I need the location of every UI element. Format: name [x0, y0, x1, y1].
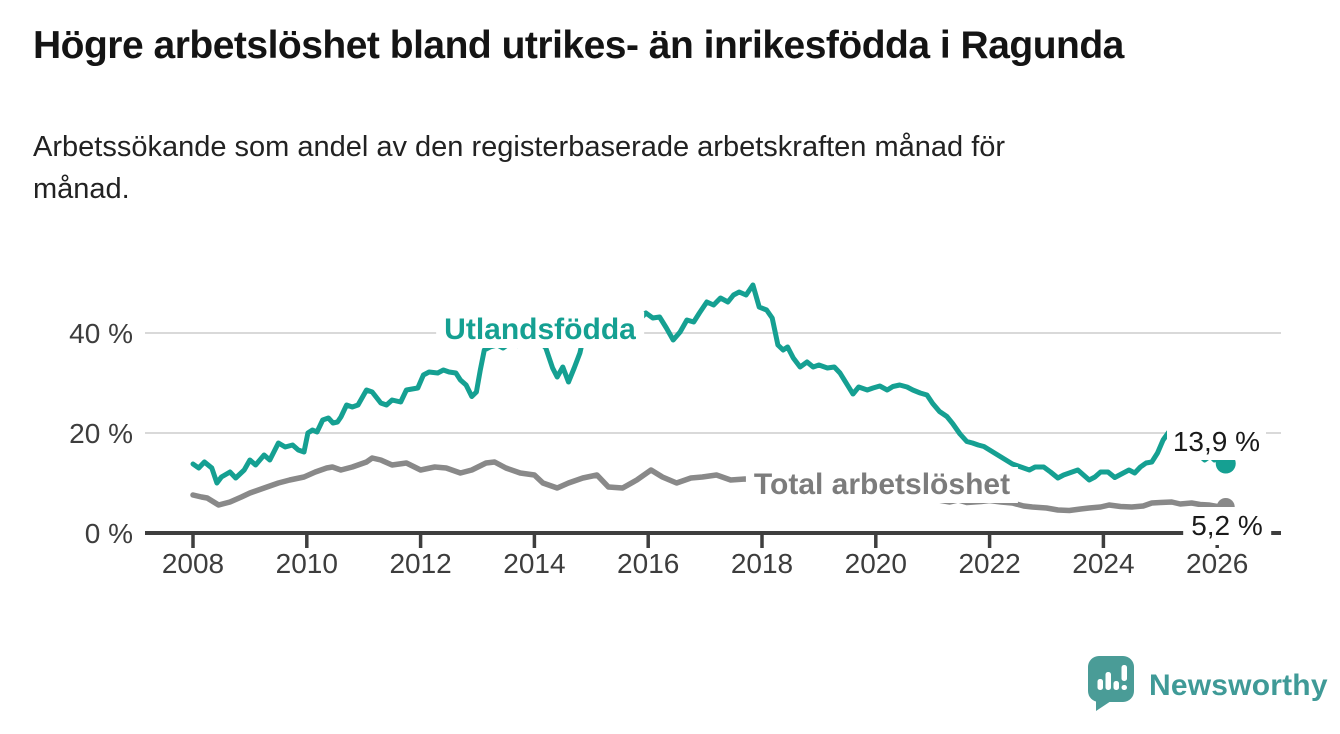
- end-value-label-utlandsfodda: 13,9 %: [1166, 424, 1266, 460]
- newsworthy-logo: Newsworthy: [1086, 654, 1328, 717]
- end-value-label-total: 5,2 %: [1183, 507, 1271, 545]
- newsworthy-logo-icon: [1086, 654, 1136, 717]
- x-tick-label-2012: 2012: [389, 548, 451, 579]
- page-title: Högre arbetslöshet bland utrikes- än inr…: [33, 24, 1124, 67]
- x-tick-label-2022: 2022: [958, 548, 1020, 579]
- x-tick-label-2016: 2016: [617, 548, 679, 579]
- x-tick-label-2024: 2024: [1072, 548, 1134, 579]
- line-total: [190, 455, 1229, 514]
- x-tick-label-2020: 2020: [845, 548, 907, 579]
- subtitle-line-1: Arbetssökande som andel av den registerb…: [33, 131, 1006, 163]
- series-label-utlandsfodda: Utlandsfödda: [436, 312, 644, 348]
- x-tick-label-2014: 2014: [503, 548, 565, 579]
- newsworthy-logo-text: Newsworthy: [1149, 668, 1328, 702]
- x-tick-label-2018: 2018: [731, 548, 793, 579]
- x-tick-label-2008: 2008: [162, 548, 224, 579]
- y-tick-label-0: 0 %: [85, 518, 133, 549]
- line-utlandsfodda: [190, 282, 1229, 486]
- subtitle-line-2: månad.: [33, 173, 130, 205]
- y-tick-label-40: 40 %: [69, 318, 133, 349]
- series-label-total-arbetsloshet: Total arbetslöshet: [745, 467, 1019, 503]
- x-tick-label-2026: 2026: [1186, 548, 1248, 579]
- x-tick-label-2010: 2010: [276, 548, 338, 579]
- chart-subtitle: Arbetssökande som andel av den registerb…: [33, 126, 1005, 210]
- y-tick-label-20: 20 %: [69, 418, 133, 449]
